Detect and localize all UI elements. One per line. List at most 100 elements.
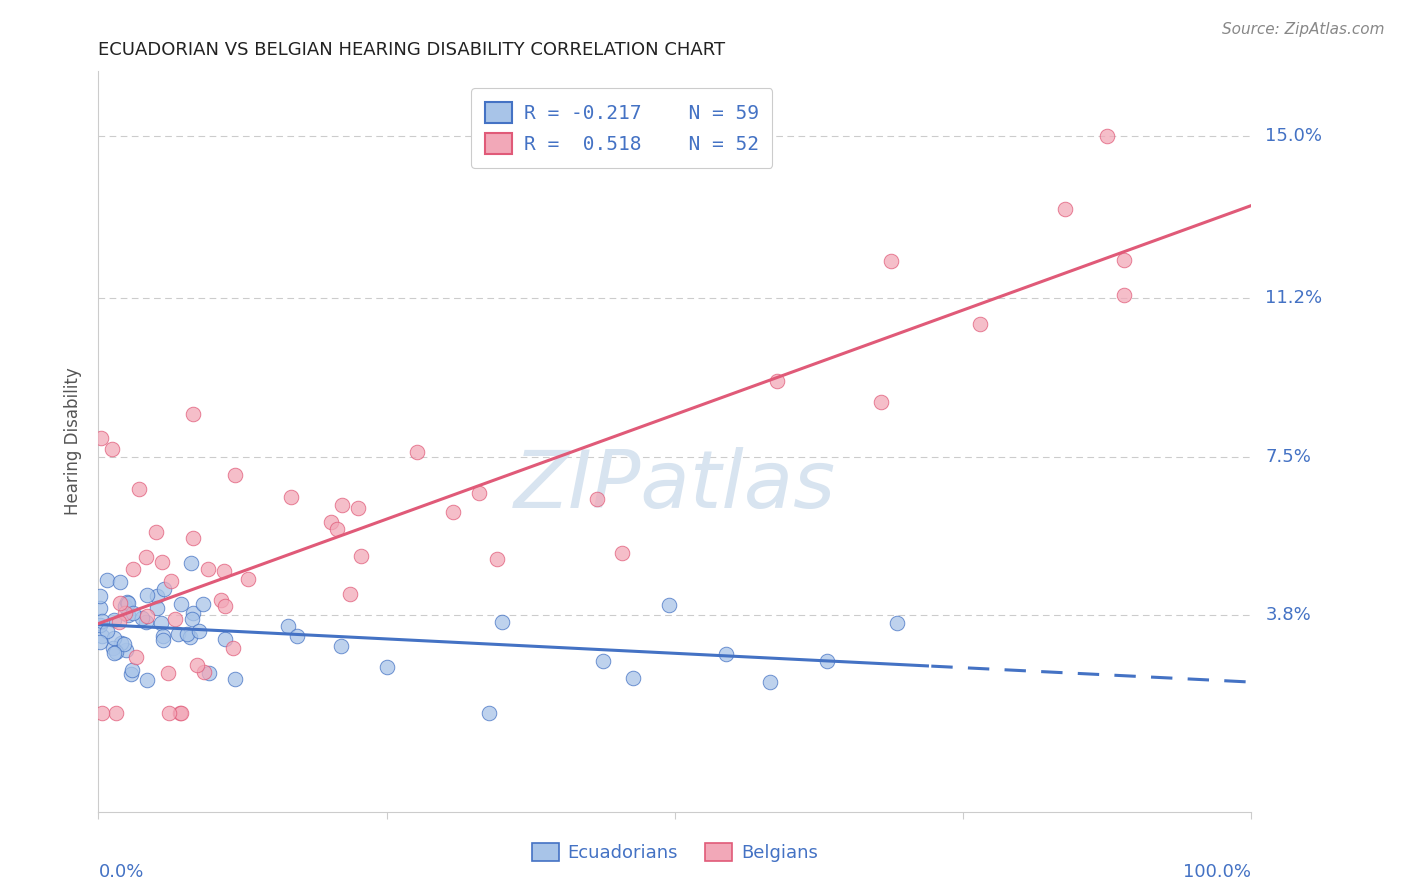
Point	[197, 561, 219, 575]
Text: 100.0%: 100.0%	[1184, 863, 1251, 881]
Point	[478, 706, 501, 720]
Point	[89, 634, 111, 648]
Point	[152, 629, 174, 643]
Text: 15.0%: 15.0%	[1265, 127, 1322, 145]
Point	[146, 601, 169, 615]
Point	[101, 641, 124, 656]
Point	[766, 374, 789, 388]
Point	[181, 606, 204, 620]
Point	[222, 640, 245, 655]
Point	[180, 612, 202, 626]
Point	[105, 706, 128, 721]
Point	[214, 632, 236, 647]
Point	[125, 650, 148, 665]
Point	[280, 490, 302, 504]
Point	[350, 549, 373, 563]
Text: 7.5%: 7.5%	[1265, 448, 1312, 466]
Point	[121, 663, 143, 677]
Point	[491, 615, 513, 629]
Point	[441, 505, 464, 519]
Point	[150, 555, 173, 569]
Point	[326, 522, 349, 536]
Point	[758, 675, 780, 690]
Point	[135, 549, 157, 564]
Point	[110, 636, 132, 650]
Point	[181, 407, 204, 421]
Point	[108, 615, 131, 630]
Point	[1097, 128, 1119, 143]
Point	[114, 599, 136, 613]
Point	[485, 552, 508, 566]
Point	[224, 672, 246, 686]
Point	[170, 597, 193, 611]
Point	[135, 588, 157, 602]
Point	[100, 442, 122, 456]
Point	[880, 253, 903, 268]
Point	[277, 618, 299, 632]
Point	[145, 524, 167, 539]
Legend: Ecuadorians, Belgians: Ecuadorians, Belgians	[524, 836, 825, 870]
Point	[224, 467, 246, 482]
Point	[716, 647, 738, 661]
Point	[191, 597, 214, 611]
Point	[103, 646, 125, 660]
Point	[89, 618, 111, 632]
Point	[150, 616, 173, 631]
Point	[347, 501, 370, 516]
Point	[135, 673, 157, 687]
Point	[193, 665, 215, 679]
Point	[170, 706, 193, 721]
Text: ECUADORIAN VS BELGIAN HEARING DISABILITY CORRELATION CHART: ECUADORIAN VS BELGIAN HEARING DISABILITY…	[98, 41, 725, 59]
Point	[658, 598, 681, 612]
Point	[136, 609, 159, 624]
Point	[209, 592, 232, 607]
Point	[122, 562, 145, 576]
Point	[105, 644, 128, 658]
Y-axis label: Hearing Disability: Hearing Disability	[65, 368, 83, 516]
Point	[90, 614, 112, 628]
Point	[131, 611, 153, 625]
Text: 11.2%: 11.2%	[1265, 289, 1323, 307]
Point	[120, 667, 142, 681]
Point	[468, 486, 491, 500]
Point	[198, 666, 221, 681]
Point	[406, 444, 429, 458]
Point	[103, 631, 125, 645]
Text: ZIPatlas: ZIPatlas	[513, 447, 837, 525]
Point	[160, 574, 183, 588]
Point	[214, 599, 236, 614]
Point	[375, 660, 398, 674]
Point	[612, 546, 634, 560]
Text: 3.8%: 3.8%	[1265, 606, 1310, 624]
Point	[1053, 202, 1076, 217]
Point	[146, 589, 169, 603]
Point	[188, 624, 211, 638]
Point	[969, 317, 991, 331]
Point	[114, 606, 136, 620]
Point	[621, 672, 644, 686]
Point	[153, 582, 176, 596]
Point	[886, 616, 908, 631]
Point	[186, 657, 208, 672]
Point	[212, 564, 235, 578]
Point	[115, 642, 138, 657]
Point	[176, 626, 198, 640]
Point	[112, 637, 135, 651]
Point	[103, 613, 125, 627]
Point	[91, 706, 114, 721]
Point	[90, 629, 112, 643]
Point	[180, 556, 202, 570]
Point	[321, 516, 343, 530]
Point	[157, 665, 180, 680]
Point	[121, 606, 143, 620]
Point	[128, 482, 150, 496]
Point	[339, 587, 361, 601]
Point	[117, 596, 139, 610]
Point	[166, 627, 188, 641]
Point	[157, 706, 180, 721]
Point	[869, 395, 891, 409]
Point	[179, 630, 201, 644]
Point	[152, 633, 174, 648]
Point	[165, 612, 187, 626]
Point	[592, 654, 614, 668]
